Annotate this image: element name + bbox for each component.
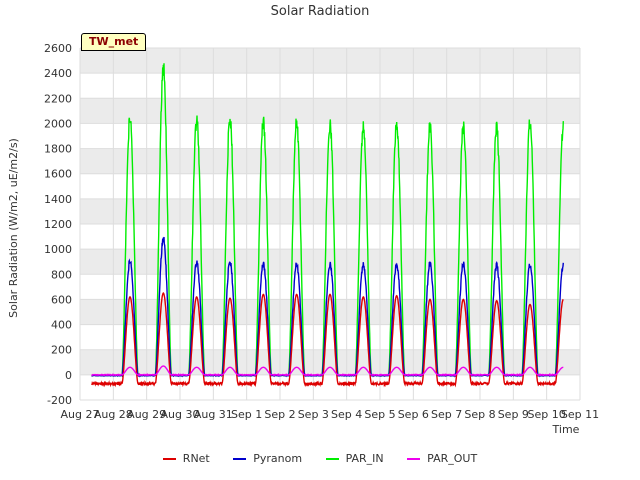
grid-band (80, 98, 580, 124)
y-tick-label: 1600 (44, 168, 72, 181)
y-tick-labels: -200 0 200 400 600 800 1000 1200 1400 1600 1800 200… (44, 42, 72, 407)
legend-label-par-out: PAR_OUT (427, 452, 478, 465)
y-tick-label: 2400 (44, 67, 72, 80)
legend-item-par-out: PAR_OUT (407, 452, 477, 465)
x-tick-label: Aug 27 (61, 408, 100, 421)
legend-swatch-par-out (407, 458, 421, 460)
x-tick-label: Sep 4 (331, 408, 362, 421)
grid-band (80, 349, 580, 375)
legend-label-par-in: PAR_IN (345, 452, 384, 465)
series-line-rnet (91, 292, 564, 388)
y-tick-label: 600 (51, 293, 72, 306)
grid-band (80, 299, 580, 325)
x-tick-label: Sep 1 (231, 408, 262, 421)
legend-swatch-pyranom (233, 458, 247, 460)
grid-lines (79, 47, 581, 401)
y-tick-label: 2200 (44, 92, 72, 105)
legend-label-rnet: RNet (182, 452, 210, 465)
x-axis-label: Time (552, 423, 580, 436)
y-tick-label: -200 (47, 394, 72, 407)
grid-band (80, 249, 580, 275)
y-tick-label: 1000 (44, 243, 72, 256)
legend-label-pyranom: Pyranom (253, 452, 303, 465)
x-tick-label: Aug 30 (161, 408, 200, 421)
x-tick-label: Sep 6 (398, 408, 429, 421)
x-tick-label: Aug 31 (194, 408, 233, 421)
x-tick-label: Sep 2 (264, 408, 295, 421)
y-tick-label: 400 (51, 319, 72, 332)
series-line-par-out (91, 365, 564, 377)
y-tick-label: 1800 (44, 143, 72, 156)
grid-band (80, 198, 580, 224)
legend-item-par-in: PAR_IN (325, 452, 384, 465)
x-tick-label: Sep 7 (431, 408, 462, 421)
x-tick-label: Sep 10 (528, 408, 566, 421)
x-tick-label: Aug 29 (127, 408, 166, 421)
chart-legend: RNet Pyranom PAR_IN PAR_OUT (0, 452, 640, 465)
x-tick-label: Sep 8 (464, 408, 495, 421)
y-tick-label: 1200 (44, 218, 72, 231)
x-tick-label: Sep 9 (498, 408, 529, 421)
legend-swatch-par-in (325, 458, 339, 460)
y-axis-label: Solar Radiation (W/m2, uE/m2/s) (7, 138, 20, 318)
y-tick-label: 0 (65, 369, 72, 382)
chart-title: Solar Radiation (271, 4, 370, 19)
legend-item-rnet: RNet (162, 452, 210, 465)
x-tick-label: Aug 28 (94, 408, 133, 421)
legend-swatch-rnet (162, 458, 176, 460)
grid-band (80, 148, 580, 174)
series-layer (91, 63, 564, 388)
legend-item-pyranom: Pyranom (233, 452, 302, 465)
x-tick-label: Sep 11 (561, 408, 599, 421)
x-tick-label: Sep 3 (298, 408, 329, 421)
y-tick-label: 2000 (44, 117, 72, 130)
y-tick-label: 200 (51, 344, 72, 357)
y-tick-label: 800 (51, 268, 72, 281)
grid-band (80, 48, 580, 74)
x-tick-label: Sep 5 (364, 408, 395, 421)
y-tick-label: 1400 (44, 193, 72, 206)
station-badge: TW_met (81, 33, 147, 51)
y-tick-label: 2600 (44, 42, 72, 55)
